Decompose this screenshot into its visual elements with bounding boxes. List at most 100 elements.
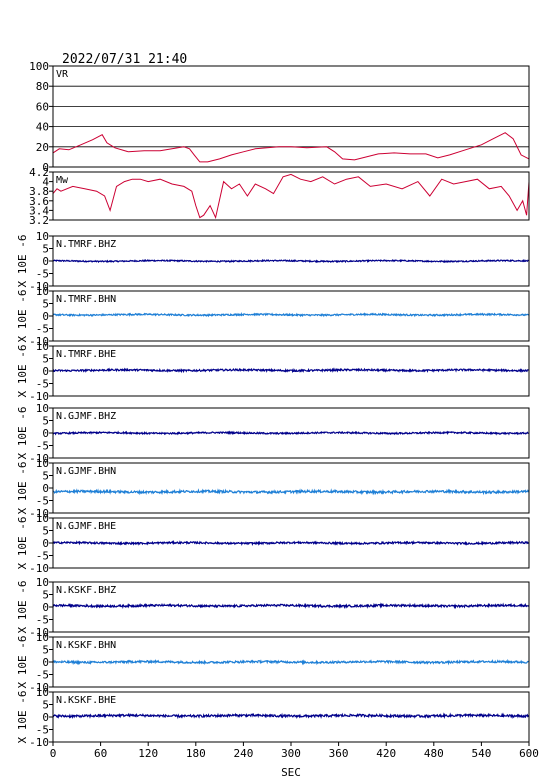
y-tick-label: 5 [42, 353, 49, 366]
x-axis: 0 60 120 180 240 300 360 420 480 540 600 [50, 742, 539, 760]
trace-line [52, 258, 530, 264]
trace-line [52, 367, 530, 374]
y-tick-label: -5 [36, 378, 49, 391]
y-tick-label: 10 [36, 631, 49, 644]
panel-label: N.KSKF.BHZ [56, 585, 116, 596]
y-tick-label: 0 [42, 365, 49, 378]
trace-line [52, 312, 530, 318]
x-tick-label: 540 [471, 747, 491, 760]
y-tick-label: 3.2 [29, 214, 49, 227]
y-tick-label: 100 [29, 60, 49, 73]
x-tick-label: 180 [186, 747, 206, 760]
plot-frame [52, 65, 530, 168]
x-tick-label: 360 [329, 747, 349, 760]
x-tick-label: 300 [281, 747, 301, 760]
panel-label: N.KSKF.BHE [56, 695, 116, 706]
x-tick-label: 60 [94, 747, 107, 760]
y-tick-label: -5 [36, 669, 49, 682]
chart-panels: 020406080100VR3.23.43.63.844.2Mw-10-5051… [16, 60, 530, 749]
y-tick-label: 10 [36, 285, 49, 298]
y-axis-label: X 10E -6 [16, 462, 29, 515]
panel-label: N.TMRF.BHE [56, 349, 116, 360]
panel-mw: 3.23.43.63.844.2 Mw [29, 166, 530, 227]
x-axis-label: SEC [281, 766, 301, 779]
y-tick-label: 80 [36, 80, 49, 93]
trace-line [52, 712, 530, 720]
y-tick-label: -5 [36, 550, 49, 563]
y-tick-label: 10 [36, 457, 49, 470]
y-tick-label: 5 [42, 243, 49, 256]
y-tick-label: 5 [42, 589, 49, 602]
panel-label: N.GJMF.BHZ [56, 411, 116, 422]
y-tick-label: -5 [36, 323, 49, 336]
y-tick-label: 0 [42, 482, 49, 495]
plot-frame [52, 171, 530, 221]
trace-line [52, 132, 530, 163]
y-tick-label: -10 [29, 736, 49, 749]
y-tick-label: 0 [42, 427, 49, 440]
y-axis-label: X 10E -6 [16, 517, 29, 570]
plot-frame [52, 345, 530, 397]
trace-line [52, 173, 530, 220]
panel-label: N.TMRF.BHZ [56, 239, 116, 250]
y-tick-label: 20 [36, 141, 49, 154]
y-tick-label: 5 [42, 525, 49, 538]
plot-frame [52, 691, 530, 743]
y-tick-label: 10 [36, 230, 49, 243]
y-tick-label: 5 [42, 415, 49, 428]
datetime-header: 2022/07/31 21:40 [62, 52, 187, 67]
x-tick-label: 420 [376, 747, 396, 760]
x-tick-label: 0 [50, 747, 57, 760]
y-tick-label: 5 [42, 699, 49, 712]
trace-line [52, 430, 530, 436]
y-tick-label: 5 [42, 298, 49, 311]
y-tick-label: -10 [29, 507, 49, 520]
panel-label: Mw [56, 175, 69, 186]
y-tick-label: 0 [42, 656, 49, 669]
y-tick-label: 40 [36, 121, 49, 134]
y-tick-label: 4 [42, 176, 49, 189]
panel-label: N.GJMF.BHE [56, 521, 116, 532]
panel-label: N.GJMF.BHN [56, 466, 116, 477]
y-axis-label: X 10E -6 [16, 290, 29, 343]
plot-frame [52, 407, 530, 459]
y-tick-label: -5 [36, 724, 49, 737]
y-axis-label: X 10E -6 [16, 636, 29, 689]
y-tick-label: -10 [29, 626, 49, 639]
y-axis-label: X 10E -6 [16, 345, 29, 398]
y-tick-label: -10 [29, 280, 49, 293]
trace-line [52, 658, 530, 666]
y-tick-label: 5 [42, 470, 49, 483]
y-tick-label: 0 [42, 601, 49, 614]
y-tick-label: -10 [29, 335, 49, 348]
y-axis-label: X 10E -6 [16, 581, 29, 634]
x-tick-label: 120 [138, 747, 158, 760]
y-tick-label: 10 [36, 512, 49, 525]
y-tick-label: -5 [36, 268, 49, 281]
y-tick-label: 3.6 [29, 195, 49, 208]
y-tick-label: -10 [29, 390, 49, 403]
trace-line [52, 602, 530, 610]
y-axis-label: X 10E -6 [16, 691, 29, 744]
y-tick-label: 0 [42, 310, 49, 323]
plot-frame [52, 636, 530, 688]
y-tick-label: -5 [36, 440, 49, 453]
y-tick-label: 5 [42, 644, 49, 657]
y-axis-label: X 10E -6 [16, 407, 29, 460]
x-tick-label: 240 [233, 747, 253, 760]
y-tick-label: -10 [29, 452, 49, 465]
plot-frame [52, 581, 530, 633]
y-tick-label: -10 [29, 562, 49, 575]
y-tick-label: 10 [36, 686, 49, 699]
y-tick-label: 0 [42, 537, 49, 550]
y-tick-label: 60 [36, 100, 49, 113]
x-tick-label: 480 [424, 747, 444, 760]
